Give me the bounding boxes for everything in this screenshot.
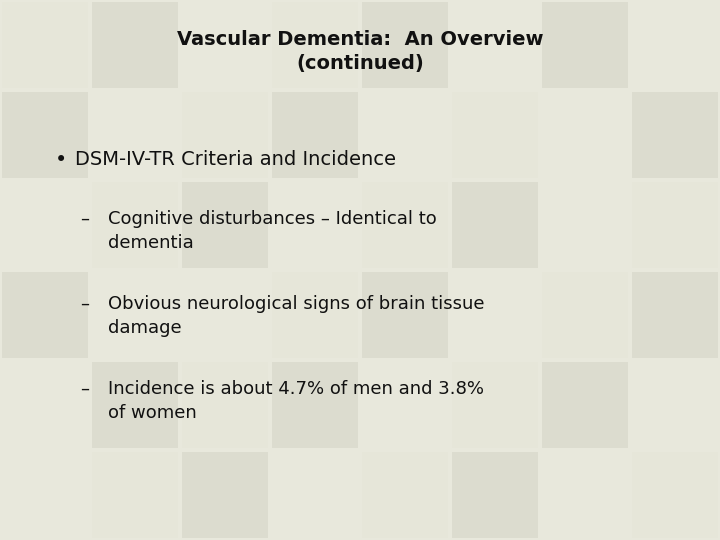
Text: •: • [55, 150, 67, 170]
Bar [632, 452, 718, 538]
Bar [2, 92, 88, 178]
Bar [452, 452, 538, 538]
Bar [92, 182, 178, 268]
Bar [182, 362, 268, 448]
Bar [92, 2, 178, 88]
Bar [2, 272, 88, 358]
Bar [92, 362, 178, 448]
Bar [182, 92, 268, 178]
Text: –: – [80, 210, 89, 228]
Bar [362, 182, 448, 268]
Bar [632, 272, 718, 358]
Bar [542, 272, 628, 358]
Text: Vascular Dementia:  An Overview
(continued): Vascular Dementia: An Overview (continue… [176, 30, 544, 73]
Bar [452, 182, 538, 268]
Bar [452, 92, 538, 178]
Bar [272, 272, 358, 358]
Bar [542, 2, 628, 88]
Bar [362, 2, 448, 88]
Bar [272, 92, 358, 178]
Bar [2, 272, 88, 358]
Bar [542, 2, 628, 88]
Bar [452, 362, 538, 448]
Bar [362, 272, 448, 358]
Text: –: – [80, 295, 89, 313]
Bar [362, 452, 448, 538]
Bar [632, 92, 718, 178]
Text: Incidence is about 4.7% of men and 3.8%
of women: Incidence is about 4.7% of men and 3.8% … [108, 380, 484, 422]
Bar [92, 452, 178, 538]
Bar [272, 362, 358, 448]
Text: Cognitive disturbances – Identical to
dementia: Cognitive disturbances – Identical to de… [108, 210, 437, 252]
Text: –: – [80, 380, 89, 398]
Text: DSM-IV-TR Criteria and Incidence: DSM-IV-TR Criteria and Incidence [75, 150, 396, 169]
Bar [542, 362, 628, 448]
Bar [182, 182, 268, 268]
Bar [632, 182, 718, 268]
Bar [2, 2, 88, 88]
Bar [272, 2, 358, 88]
Text: Obvious neurological signs of brain tissue
damage: Obvious neurological signs of brain tiss… [108, 295, 485, 336]
Bar [182, 452, 268, 538]
